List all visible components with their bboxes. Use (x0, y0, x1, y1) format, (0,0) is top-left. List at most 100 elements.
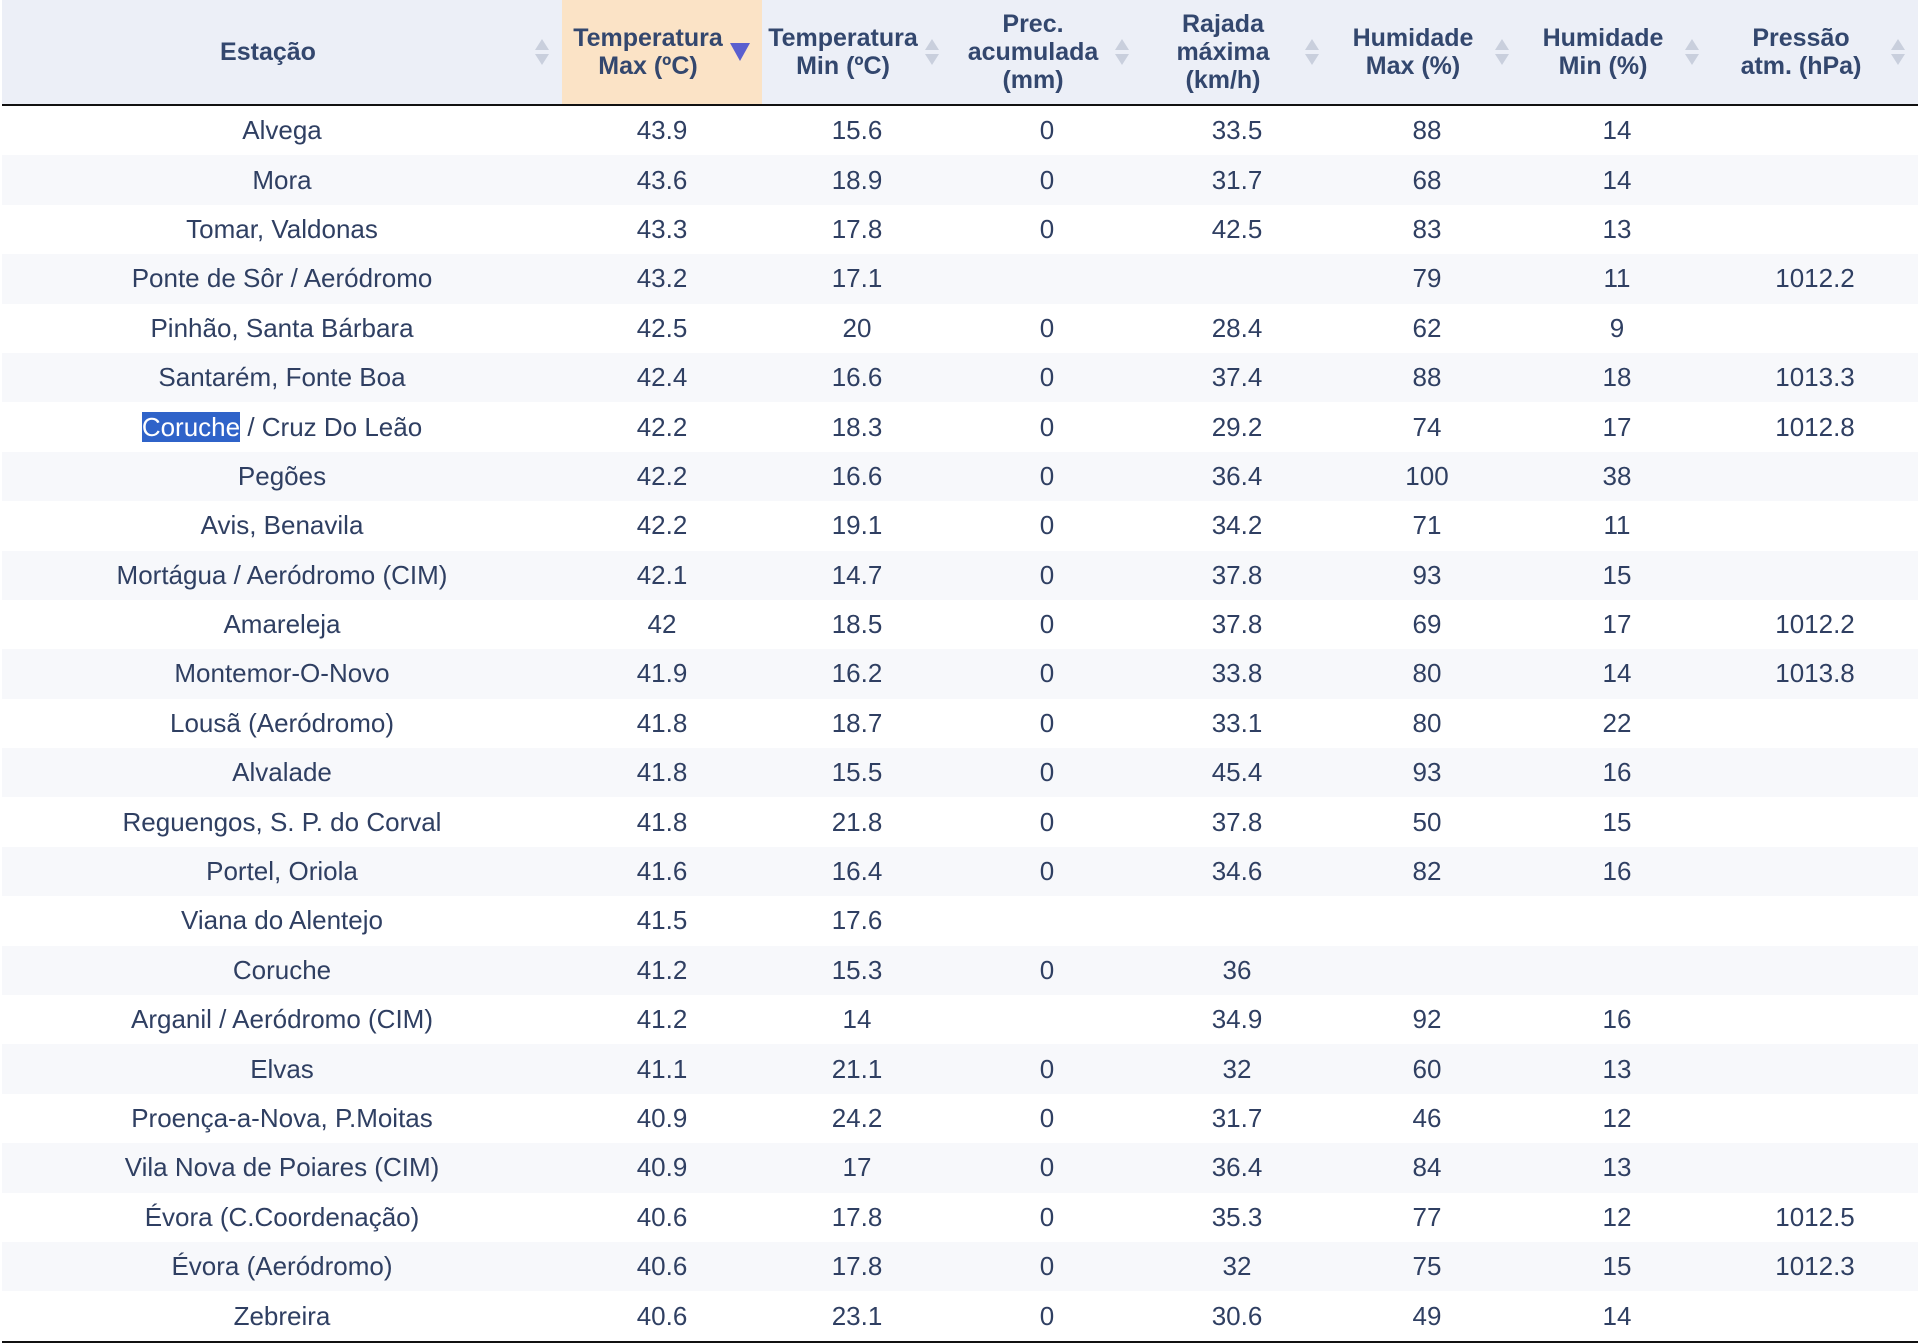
cell-text: / Cruz Do Leão (240, 411, 423, 442)
table-row[interactable]: Reguengos, S. P. do Corval 41.8 21.8 0 37.8 5… (2, 797, 1918, 846)
cell-temp-max: 40.6 (562, 1241, 762, 1292)
cell-rajada: 34.2 (1211, 510, 1263, 541)
header-estacao[interactable]: Estação (2, 0, 562, 106)
table-row[interactable]: Zebreira 40.6 23.1 0 30.6 49 14 (2, 1291, 1918, 1343)
cell-temp-max: 41.5 (636, 905, 688, 936)
cell-estacao: Pinhão, Santa Bárbara (150, 312, 414, 343)
table-row[interactable]: Tomar, Valdonas 43.3 17.8 0 42.5 83 13 (2, 205, 1918, 254)
table-row[interactable]: Alvega 43.9 15.6 0 33.5 88 14 (2, 105, 1918, 155)
cell-estacao: Santarém, Fonte Boa (2, 352, 562, 403)
table-body: Alvega 43.9 15.6 0 33.5 88 14 Mora 43.6 18.9 0 31.7… (2, 105, 1918, 1343)
table-row[interactable]: Pegões 42.2 16.6 0 36.4 100 38 (2, 451, 1918, 502)
cell-temp-max: 42.2 (636, 411, 688, 442)
cell-hum-max: 83 (1412, 213, 1442, 244)
table-row[interactable]: Mora 43.6 18.9 0 31.7 68 14 (2, 155, 1918, 205)
cell-hum-min: 14 (1522, 155, 1712, 205)
cell-hum-max: 93 (1332, 748, 1522, 798)
table-row[interactable]: Pinhão, Santa Bárbara 42.5 20 0 28.4 62 9 (2, 304, 1918, 353)
cell-estacao: Viana do Alentejo (181, 905, 383, 936)
cell-hum-max: 77 (1412, 1201, 1442, 1232)
header-prec-acumulada[interactable]: Prec. acumulada (mm) (952, 0, 1142, 106)
table-row[interactable]: Viana do Alentejo 41.5 17.6 (2, 896, 1918, 945)
header-rajada-maxima[interactable]: Rajada máxima (km/h) (1142, 0, 1332, 106)
cell-prec: 0 (952, 352, 1142, 403)
cell-temp-min: 15.5 (762, 748, 952, 798)
cell-hum-max: 100 (1332, 451, 1522, 502)
table-row[interactable]: Arganil / Aeródromo (CIM) 41.2 14 34.9 92 16 (2, 995, 1918, 1044)
header-humidade-min[interactable]: Humidade Min (%) (1522, 0, 1712, 106)
cell-pressao (1712, 304, 1918, 353)
cell-pressao (1712, 846, 1918, 897)
cell-prec: 0 (952, 945, 1142, 996)
table-row[interactable]: Coruche 41.2 15.3 0 36 (2, 945, 1918, 996)
cell-temp-min: 21.1 (762, 1044, 952, 1094)
table-row[interactable]: Évora (C.Coordenação) 40.6 17.8 0 35.3 77 12 10… (2, 1193, 1918, 1242)
table-row[interactable]: Mortágua / Aeródromo (CIM) 42.1 14.7 0 37.8 9… (2, 550, 1918, 600)
table-row[interactable]: Vila Nova de Poiares (CIM) 40.9 17 0 36.4 84 1… (2, 1143, 1918, 1193)
cell-rajada: 31.7 (1211, 1103, 1263, 1133)
table-row[interactable]: Santarém, Fonte Boa 42.4 16.6 0 37.4 88 18 1013… (2, 352, 1918, 403)
table-row[interactable]: Évora (Aeródromo) 40.6 17.8 0 32 75 15 1012.3 (2, 1241, 1918, 1292)
cell-hum-max: 46 (1412, 1103, 1442, 1133)
cell-rajada: 29.2 (1211, 411, 1263, 442)
header-temperatura-max[interactable]: Temperatura Max (ºC) (562, 0, 762, 106)
cell-pressao (1712, 451, 1918, 502)
header-label: Humidade Max (%) (1352, 24, 1474, 80)
cell-prec: 0 (1039, 1103, 1055, 1133)
cell-temp-min: 17.8 (831, 213, 883, 244)
cell-estacao: Coruche / Cruz Do Leão (2, 402, 562, 451)
table-row[interactable]: Ponte de Sôr / Aeródromo 43.2 17.1 79 11 1012… (2, 254, 1918, 304)
cell-temp-min: 18.7 (831, 707, 883, 738)
cell-prec: 0 (1039, 312, 1055, 343)
cell-temp-max: 42.2 (562, 451, 762, 502)
table-row[interactable]: Avis, Benavila 42.2 19.1 0 34.2 71 11 (2, 501, 1918, 550)
cell-prec: 0 (952, 1241, 1142, 1292)
cell-prec (952, 995, 1142, 1044)
cell-hum-max: 71 (1412, 510, 1442, 541)
cell-temp-max: 40.9 (562, 1143, 762, 1193)
cell-rajada: 36 (1142, 945, 1332, 996)
cell-estacao: Alvega (242, 115, 322, 146)
table-row[interactable]: Lousã (Aeródromo) 41.8 18.7 0 33.1 80 22 (2, 699, 1918, 748)
cell-temp-max: 41.8 (636, 806, 688, 837)
cell-hum-min: 38 (1522, 451, 1712, 502)
sort-icon (1684, 37, 1700, 67)
cell-pressao: 1013.3 (1712, 352, 1918, 403)
header-label: Temperatura Max (ºC) (573, 24, 723, 80)
table-row[interactable]: Amareleja 42 18.5 0 37.8 69 17 1012.2 (2, 600, 1918, 649)
table-row[interactable]: Coruche / Cruz Do Leão 42.2 18.3 0 29.2 74 17 1… (2, 402, 1918, 451)
cell-prec: 0 (952, 155, 1142, 205)
table-row[interactable]: Portel, Oriola 41.6 16.4 0 34.6 82 16 (2, 846, 1918, 897)
table-row[interactable]: Elvas 41.1 21.1 0 32 60 13 (2, 1044, 1918, 1094)
header-temperatura-min[interactable]: Temperatura Min (ºC) (762, 0, 952, 106)
cell-temp-max: 40.6 (562, 1291, 762, 1343)
cell-prec: 0 (1039, 510, 1055, 541)
table-row[interactable]: Proença-a-Nova, P.Moitas 40.9 24.2 0 31.7 46 1… (2, 1094, 1918, 1143)
cell-rajada: 35.3 (1211, 1201, 1263, 1232)
cell-hum-min: 12 (1602, 1201, 1632, 1232)
table-row[interactable]: Montemor-O-Novo 41.9 16.2 0 33.8 80 14 1013.8 (2, 649, 1918, 699)
cell-pressao (1712, 501, 1918, 550)
cell-estacao: Elvas (2, 1044, 562, 1094)
header-label: Prec. acumulada (mm) (967, 10, 1099, 94)
cell-estacao: Coruche (2, 945, 562, 996)
cell-hum-min: 15 (1522, 550, 1712, 600)
cell-temp-max: 41.8 (562, 748, 762, 798)
cell-pressao (1712, 550, 1918, 600)
cell-temp-max: 43.2 (562, 254, 762, 304)
cell-temp-min: 17.6 (831, 905, 883, 936)
cell-hum-min: 14 (1522, 1291, 1712, 1343)
header-pressao-atm[interactable]: Pressão atm. (hPa) (1712, 0, 1918, 106)
cell-estacao: Reguengos, S. P. do Corval (122, 806, 442, 837)
cell-hum-min: 17 (1602, 609, 1632, 640)
header-humidade-max[interactable]: Humidade Max (%) (1332, 0, 1522, 106)
cell-temp-max: 42.2 (636, 510, 688, 541)
cell-rajada: 34.6 (1142, 846, 1332, 897)
cell-hum-max (1332, 945, 1522, 996)
cell-prec (952, 896, 1142, 945)
cell-hum-max: 50 (1412, 806, 1442, 837)
cell-rajada: 36.4 (1142, 1143, 1332, 1193)
cell-pressao (1712, 699, 1918, 748)
cell-hum-max: 49 (1332, 1291, 1522, 1343)
table-row[interactable]: Alvalade 41.8 15.5 0 45.4 93 16 (2, 748, 1918, 798)
